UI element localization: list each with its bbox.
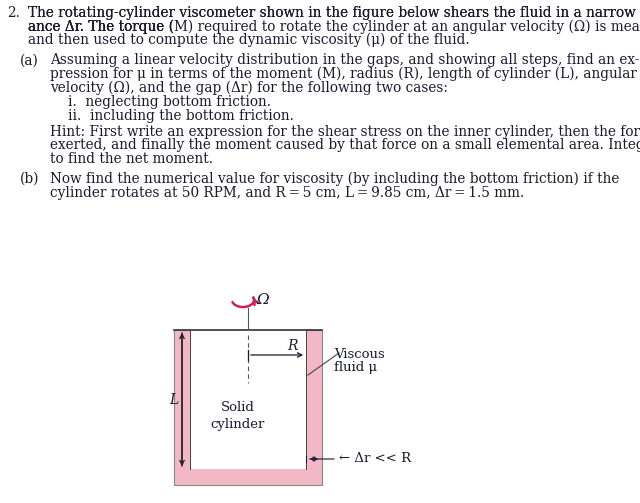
Text: R: R: [287, 339, 298, 353]
Text: ← Δr << R: ← Δr << R: [339, 453, 411, 465]
Text: velocity (Ω), and the gap (Δr) for the following two cases:: velocity (Ω), and the gap (Δr) for the f…: [50, 80, 448, 95]
Text: Solid
cylinder: Solid cylinder: [211, 401, 265, 431]
Text: Hint: First write an expression for the shear stress on the inner cylinder, then: Hint: First write an expression for the …: [50, 125, 640, 139]
Text: ance Δr. The torque (: ance Δr. The torque (: [28, 20, 174, 34]
Text: Ω: Ω: [256, 293, 269, 307]
Bar: [190, 330, 306, 469]
Text: ance Δr. The torque (M) required to rotate the cylinder at an angular velocity (: ance Δr. The torque (M) required to rota…: [28, 20, 640, 34]
Bar: [174, 330, 322, 485]
Text: i.  neglecting bottom friction.: i. neglecting bottom friction.: [68, 95, 271, 109]
Text: Now find the numerical value for viscosity (by including the bottom friction) if: Now find the numerical value for viscosi…: [50, 172, 620, 187]
Text: ance Δr. The torque (: ance Δr. The torque (: [28, 20, 177, 34]
Text: to find the net moment.: to find the net moment.: [50, 152, 213, 166]
Text: fluid μ: fluid μ: [334, 361, 377, 374]
Text: L: L: [169, 392, 178, 406]
Text: exerted, and finally the moment caused by that force on a small elemental area. : exerted, and finally the moment caused b…: [50, 138, 640, 152]
Text: pression for μ in terms of the moment (M), radius (R), length of cylinder (L), a: pression for μ in terms of the moment (M…: [50, 67, 637, 81]
Text: Assuming a linear velocity distribution in the gaps, and showing all steps, find: Assuming a linear velocity distribution …: [50, 53, 639, 67]
Text: Viscous: Viscous: [334, 348, 385, 361]
Text: The rotating-cylinder viscometer shown in the figure below shears the fluid in a: The rotating-cylinder viscometer shown i…: [28, 6, 640, 20]
Text: 2.: 2.: [7, 6, 20, 20]
Text: ii.  including the bottom friction.: ii. including the bottom friction.: [68, 109, 294, 123]
Text: (b): (b): [20, 172, 40, 186]
Text: The rotating-cylinder viscometer shown in the figure below shears the fluid in a: The rotating-cylinder viscometer shown i…: [28, 6, 640, 20]
Text: cylinder rotates at 50 RPM, and R = 5 cm, L = 9.85 cm, Δr = 1.5 mm.: cylinder rotates at 50 RPM, and R = 5 cm…: [50, 186, 524, 200]
Text: (a): (a): [20, 53, 39, 67]
Text: and then used to compute the dynamic viscosity (μ) of the fluid.: and then used to compute the dynamic vis…: [28, 33, 470, 47]
